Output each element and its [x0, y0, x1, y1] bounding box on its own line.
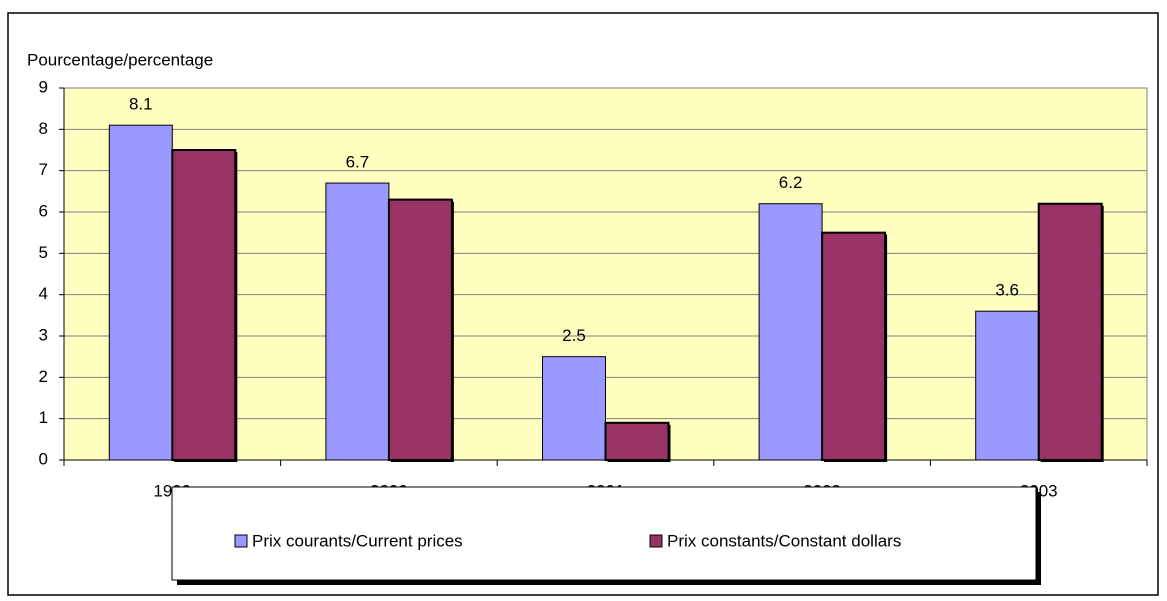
legend-swatch — [649, 534, 663, 548]
y-tick-label: 9 — [39, 77, 48, 96]
legend-label: Prix courants/Current prices — [252, 531, 463, 550]
y-tick-label: 2 — [39, 367, 48, 386]
bar — [821, 231, 887, 461]
y-tick-label: 1 — [39, 408, 48, 427]
bar — [758, 203, 823, 461]
data-label: 6.2 — [779, 173, 803, 192]
bar — [108, 124, 173, 461]
bar — [1037, 202, 1103, 461]
bar — [171, 149, 237, 461]
y-tick-label: 6 — [39, 201, 48, 220]
y-tick-label: 0 — [39, 449, 48, 468]
data-label: 3.6 — [995, 281, 1019, 300]
bar — [387, 198, 453, 461]
bar — [325, 182, 390, 461]
data-label: 2.5 — [562, 326, 586, 345]
bar — [604, 421, 670, 461]
legend — [171, 486, 1037, 581]
bar — [542, 356, 606, 461]
data-label: 6.7 — [346, 153, 370, 172]
y-tick-label: 5 — [39, 243, 48, 262]
y-axis-title: Pourcentage/percentage — [27, 50, 213, 69]
legend-swatch — [234, 534, 248, 548]
data-label: 8.1 — [129, 95, 153, 114]
legend-label: Prix constants/Constant dollars — [667, 531, 901, 550]
bar — [975, 310, 1040, 461]
y-tick-label: 8 — [39, 119, 48, 138]
y-tick-label: 4 — [39, 284, 48, 303]
y-tick-label: 7 — [39, 160, 48, 179]
y-tick-label: 3 — [39, 325, 48, 344]
